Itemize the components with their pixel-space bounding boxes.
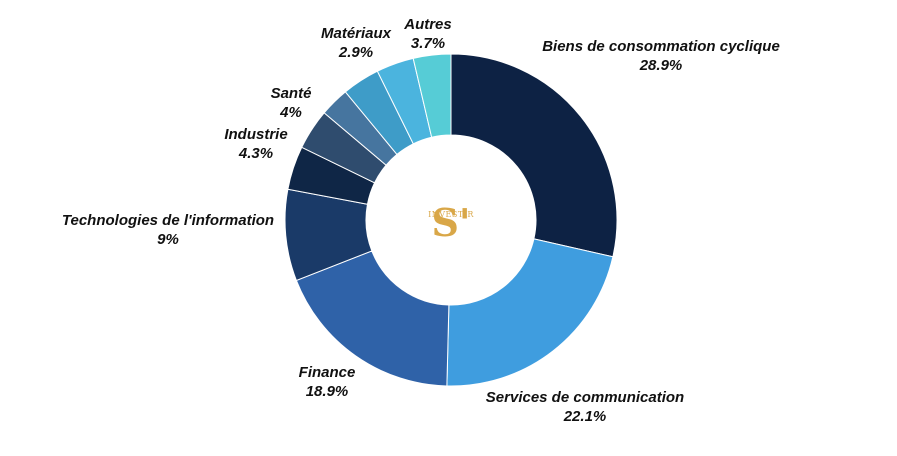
- labels-group: Biens de consommation cyclique 28.9% Servi…: [62, 16, 780, 425]
- logo-text: INVESTIR: [428, 210, 474, 219]
- slice-finance: [295, 250, 450, 387]
- logo-mark: S': [431, 200, 470, 245]
- slice-value-materiaux: 2.9%: [338, 44, 373, 61]
- slice-biens-de-consommation-cyclique: [450, 53, 618, 258]
- slice-value-industrie: 4.3%: [238, 145, 273, 162]
- slice-label-industrie: Industrie: [224, 126, 287, 143]
- slice-value-biens-de-consommation-cyclique: 28.9%: [639, 57, 683, 74]
- slice-value-sante: 4%: [279, 104, 302, 121]
- logo: S' INVESTIR: [428, 200, 474, 245]
- slices-group: [284, 53, 618, 387]
- slice-value-finance: 18.9%: [306, 383, 349, 400]
- slice-label-finance: Finance: [299, 364, 356, 381]
- slice-value-services-de-communication: 22.1%: [563, 408, 607, 425]
- slice-value-technologies-de-l-information: 9%: [157, 231, 179, 248]
- slice-label-autres: Autres: [403, 16, 452, 33]
- slice-services-de-communication: [446, 238, 614, 387]
- slice-label-biens-de-consommation-cyclique: Biens de consommation cyclique: [542, 38, 780, 55]
- slice-label-sante: Santé: [271, 85, 312, 102]
- slice-unlabeled-9: [412, 53, 452, 138]
- slice-label-technologies-de-l-information: Technologies de l'information: [62, 212, 274, 229]
- slice-label-services-de-communication: Services de communication: [486, 389, 684, 406]
- slice-value-autres: 3.7%: [411, 35, 445, 52]
- slice-label-materiaux: Matériaux: [321, 25, 392, 42]
